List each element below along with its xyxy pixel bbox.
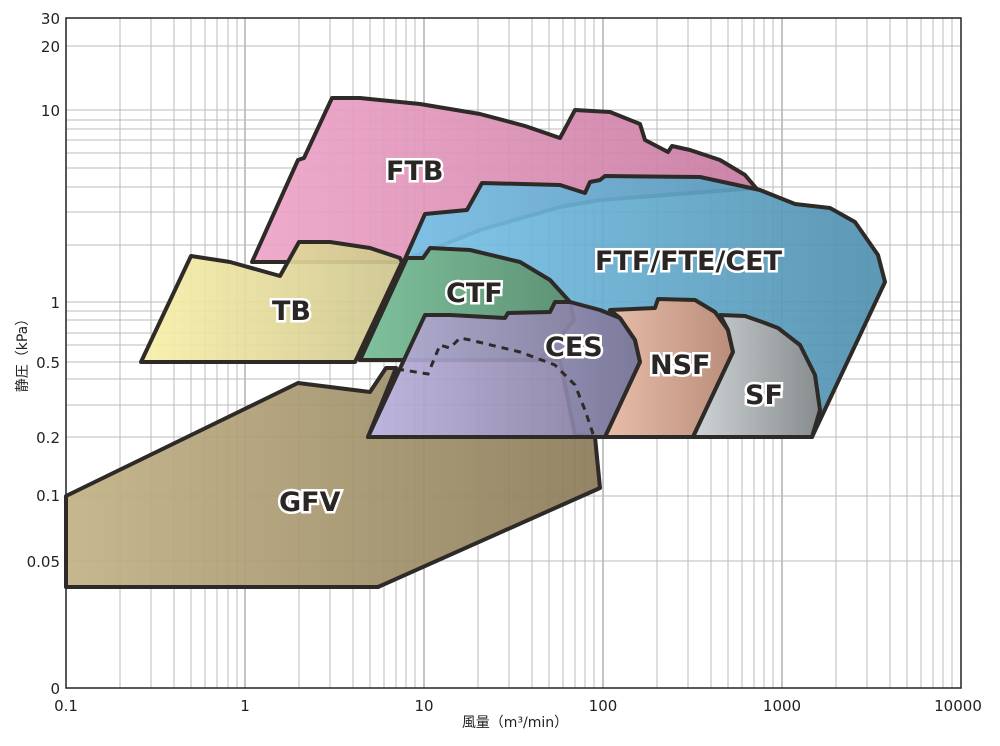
- x-axis-title: 風量（m³/min）: [462, 715, 568, 731]
- y-axis-title: 静圧（kPa）: [15, 312, 31, 393]
- label-tb: TB: [272, 296, 311, 327]
- y-tick: 1: [50, 294, 60, 312]
- x-tick: 0.1: [54, 697, 78, 715]
- y-tick: 30: [41, 10, 60, 28]
- x-tick: 10000: [934, 697, 982, 715]
- label-gfv: GFV: [279, 487, 341, 518]
- region-sf: [691, 313, 822, 439]
- y-tick: 0.05: [27, 553, 60, 571]
- y-tick: 10: [41, 102, 60, 120]
- ces-dashed-curve: [396, 336, 596, 438]
- label-nsf: NSF: [650, 350, 711, 381]
- label-ctf: CTF: [446, 278, 503, 309]
- x-tick: 100: [589, 697, 618, 715]
- x-axis-ticks: 0.1 1 10 100 1000 10000: [54, 697, 982, 715]
- y-tick: 20: [41, 38, 60, 56]
- label-ftf-fte-cet: FTF/FTE/CET: [595, 246, 783, 277]
- y-tick: 0.5: [36, 354, 60, 372]
- y-tick: 0: [50, 680, 60, 698]
- label-ces: CES: [545, 332, 603, 363]
- y-tick: 0.2: [36, 429, 60, 447]
- label-sf: SF: [745, 380, 783, 411]
- x-tick: 1: [240, 697, 250, 715]
- label-ftb: FTB: [386, 156, 443, 187]
- y-tick: 0.1: [36, 487, 60, 505]
- regions: [64, 96, 887, 589]
- x-tick: 10: [414, 697, 433, 715]
- x-tick: 1000: [763, 697, 801, 715]
- region-tb: [139, 240, 404, 364]
- y-axis-ticks: 30 20 10 1 0.5 0.2 0.1 0.05 0: [27, 10, 60, 698]
- region-labels: FTB FTF/FTE/CET TB CTF CES NSF SF GFV: [270, 154, 786, 521]
